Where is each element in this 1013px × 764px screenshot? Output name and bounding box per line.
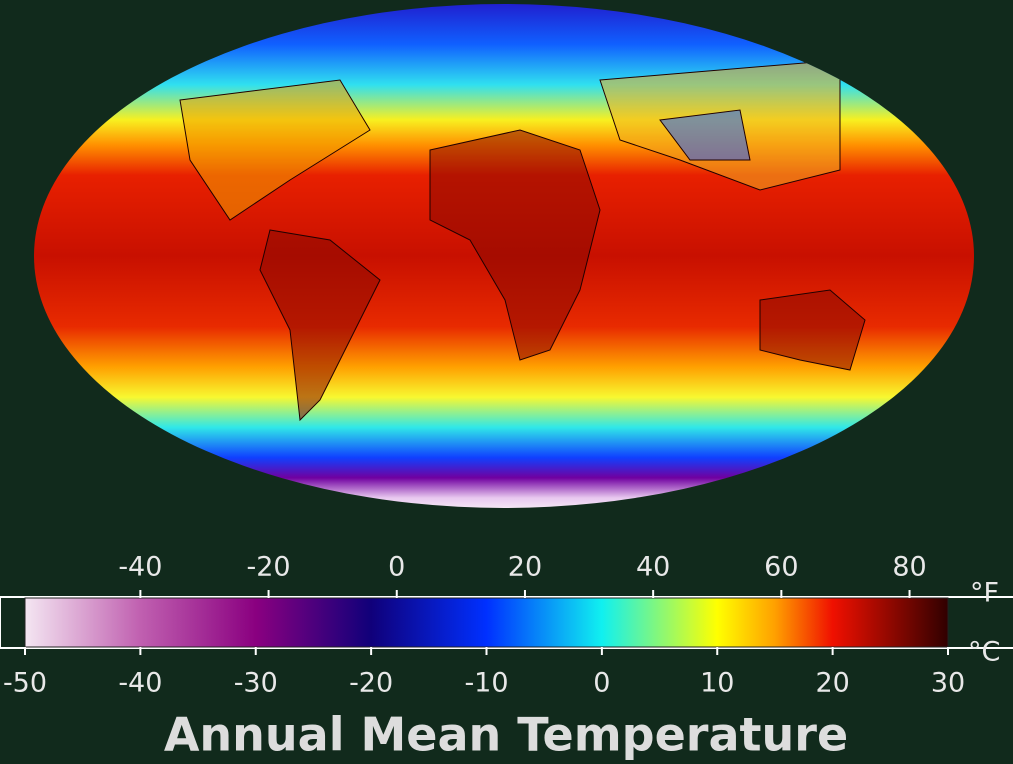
celsius-tick-label: -30 xyxy=(234,668,278,699)
celsius-tick-label: -10 xyxy=(464,668,508,699)
colorbar xyxy=(24,597,949,648)
fahrenheit-unit: °F xyxy=(970,578,999,609)
fahrenheit-tick-label: 20 xyxy=(508,552,542,583)
fahrenheit-tick-label: 0 xyxy=(388,552,405,583)
celsius-unit: °C xyxy=(968,637,1000,668)
celsius-tick-label: -50 xyxy=(3,668,47,699)
fahrenheit-tick-label: 60 xyxy=(764,552,798,583)
celsius-tick-label: 0 xyxy=(593,668,610,699)
fahrenheit-tick-label: 80 xyxy=(892,552,926,583)
title: Annual Mean Temperature xyxy=(164,708,848,762)
fahrenheit-tick-label: -40 xyxy=(118,552,162,583)
world-map xyxy=(34,4,974,508)
celsius-tick-label: 20 xyxy=(815,668,849,699)
celsius-tick-label: 10 xyxy=(700,668,734,699)
fahrenheit-tick-label: -20 xyxy=(247,552,291,583)
fahrenheit-tick-label: 40 xyxy=(636,552,670,583)
celsius-tick-label: -20 xyxy=(349,668,393,699)
celsius-tick-label: -40 xyxy=(118,668,162,699)
celsius-tick-label: 30 xyxy=(931,668,965,699)
